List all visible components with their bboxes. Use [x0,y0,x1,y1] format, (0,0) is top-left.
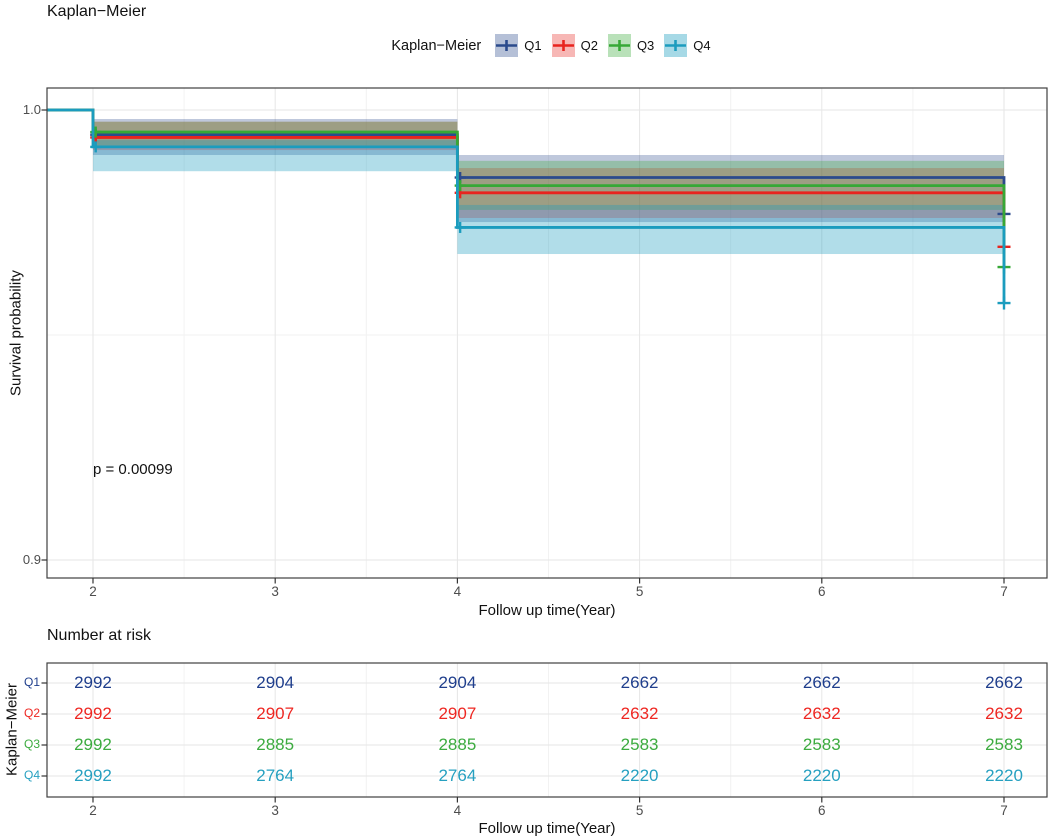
legend-key-icon-Q3 [607,34,631,57]
risk-x-tick-label: 6 [818,803,826,818]
risk-value-Q3-t6: 2583 [802,735,841,754]
risk-value-Q3-t3: 2885 [256,735,295,754]
y-tick-label: 0.9 [22,552,41,567]
x-tick-label: 2 [89,584,97,599]
risk-value-Q4-t7: 2220 [985,766,1023,785]
risk-value-Q2-t5: 2632 [620,704,659,723]
risk-value-Q4-t4: 2764 [438,766,477,785]
legend-title: Kaplan−Meier [391,37,482,54]
risk-x-tick-label: 2 [89,803,97,818]
risk-row-label-Q2: Q2 [23,706,40,720]
risk-x-tick-label: 7 [1000,803,1008,818]
y-tick-label: 1.0 [22,102,41,117]
legend-key-icon-Q4 [664,34,688,57]
risk-x-tick-label: 5 [635,803,644,818]
risk-value-Q3-t2: 2992 [74,735,112,754]
x-tick-label: 6 [818,584,826,599]
risk-value-Q4-t5: 2220 [620,766,659,785]
risk-value-Q1-t7: 2662 [985,673,1023,692]
x-tick-label: 3 [271,584,279,599]
x-tick-label: 5 [635,584,644,599]
legend-label-Q4: Q4 [693,38,711,53]
x-tick-label: 4 [453,584,462,599]
risk-panel-border [46,662,1048,798]
legend: Kaplan−Meier Q1 Q2 Q3 Q4 [0,34,1052,57]
risk-value-Q4-t2: 2992 [74,766,112,785]
risk-value-Q2-t3: 2907 [256,704,295,723]
legend-label-Q3: Q3 [636,38,655,53]
panel-border [46,87,1048,579]
x-tick-label: 7 [1000,584,1008,599]
risk-row-label-Q1: Q1 [23,675,40,689]
risk-value-Q2-t7: 2632 [985,704,1023,723]
risk-x-axis-title: Follow up time(Year) [478,820,616,837]
risk-value-Q2-t4: 2907 [438,704,477,723]
risk-x-tick-label: 3 [271,803,279,818]
legend-item-Q3: Q3 [607,34,655,57]
risk-value-Q2-t2: 2992 [74,704,112,723]
legend-key-icon-Q1 [495,34,519,57]
risk-value-Q2-t6: 2632 [802,704,841,723]
page-title: Kaplan−Meier [47,3,147,20]
pvalue-annotation: p = 0.00099 [93,461,173,478]
ci-band-Q4 [92,140,458,172]
risk-value-Q4-t6: 2220 [802,766,841,785]
risk-value-Q1-t3: 2904 [256,673,295,692]
risk-value-Q1-t4: 2904 [438,673,477,692]
legend-label-Q1: Q1 [524,38,542,53]
ci-band-Q4 [457,204,1005,255]
risk-value-Q4-t3: 2764 [256,766,295,785]
risk-value-Q1-t6: 2662 [802,673,841,692]
risk-value-Q3-t4: 2885 [438,735,477,754]
x-axis-title: Follow up time(Year) [478,602,616,619]
km-plot-svg [41,87,1048,584]
risk-value-Q1-t5: 2662 [620,673,659,692]
ci-band-Q1 [457,155,1005,223]
km-curve-Q4 [47,108,1006,304]
risk-row-label-Q4: Q4 [23,768,40,782]
risk-value-Q3-t5: 2583 [620,735,659,754]
risk-table-heading: Number at risk [47,627,152,644]
risk-row-label-Q3: Q3 [23,737,40,751]
legend-item-Q2: Q2 [551,34,598,57]
legend-label-Q2: Q2 [580,38,598,53]
risk-value-Q1-t2: 2992 [74,673,112,692]
risk-x-tick-label: 4 [453,803,462,818]
legend-key-icon-Q2 [551,34,575,57]
legend-item-Q1: Q1 [495,34,542,57]
risk-value-Q3-t7: 2583 [985,735,1023,754]
legend-item-Q4: Q4 [664,34,711,57]
